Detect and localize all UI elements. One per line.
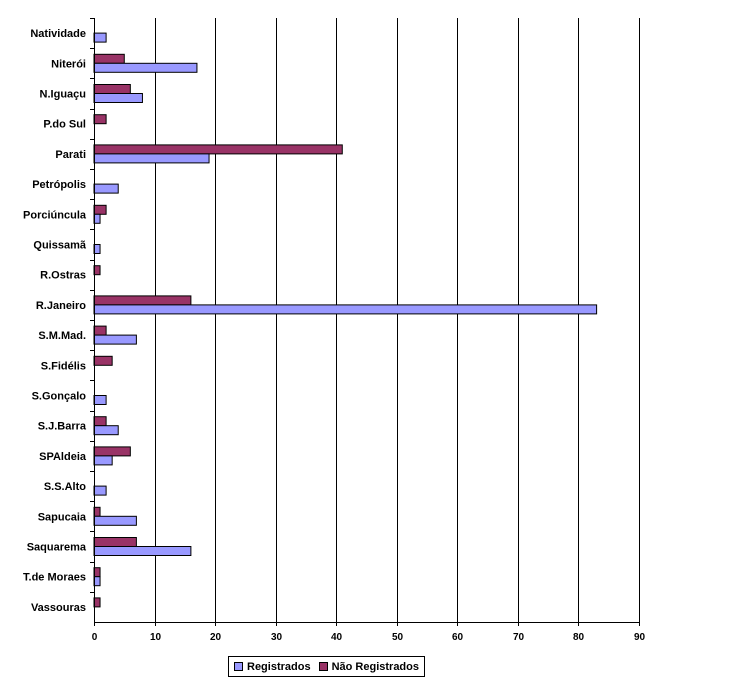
x-tick-label-90: 90 (634, 632, 646, 643)
category-label-8: R.Ostras (40, 270, 86, 282)
bar-registrados-13 (93, 425, 119, 436)
bar-registrados-9 (93, 304, 598, 315)
legend-swatch-nao-registrados (318, 662, 328, 671)
category-label-4: Parati (55, 149, 86, 161)
category-label-12: S.Gonçalo (32, 391, 87, 403)
legend: Registrados Não Registrados (228, 656, 425, 677)
axes (90, 18, 640, 626)
x-tick-label-40: 40 (331, 632, 343, 643)
category-label-18: T.de Moraes (23, 572, 86, 584)
category-label-16: Sapucaia (38, 511, 87, 523)
category-label-6: Porciúncula (23, 209, 87, 221)
category-label-7: Quissamã (33, 240, 86, 252)
bar-registrados-10 (93, 334, 137, 345)
bar-nao-registrados-17 (93, 537, 137, 547)
legend-item-nao-registrados: Não Registrados (318, 660, 419, 673)
bar-registrados-2 (93, 93, 143, 103)
category-label-17: Saquarema (27, 542, 87, 554)
bars (93, 32, 598, 608)
bar-nao-registrados-14 (93, 446, 131, 457)
labels: Natividade Niterói N.Iguaçu P.do Sul Parati P… (23, 28, 645, 643)
category-label-13: S.J.Barra (38, 421, 87, 433)
legend-swatch-registrados (234, 662, 243, 671)
bar-registrados-5 (93, 183, 119, 194)
x-tick-label-20: 20 (210, 632, 222, 643)
legend-label-nao-registrados: Não Registrados (331, 660, 419, 673)
x-tick-label-80: 80 (573, 632, 585, 643)
legend-item-registrados: Registrados (234, 661, 311, 673)
bar-nao-registrados-3 (93, 114, 107, 125)
bar-nao-registrados-1 (93, 53, 125, 64)
bar-registrados-4 (93, 153, 210, 164)
bar-nao-registrados-2 (93, 84, 131, 94)
category-label-15: S.S.Alto (44, 481, 86, 493)
bar-registrados-12 (93, 395, 107, 405)
category-label-1: Niterói (51, 58, 86, 70)
x-tick-label-10: 10 (150, 632, 162, 643)
bar-registrados-17 (93, 546, 192, 556)
bar-registrados-14 (93, 455, 113, 466)
bar-registrados-16 (93, 515, 137, 526)
x-tick-label-0: 0 (92, 632, 98, 643)
category-label-3: P.do Sul (43, 119, 86, 131)
bar-registrados-1 (93, 62, 198, 73)
legend-label-registrados: Registrados (247, 660, 311, 673)
x-tick-label-50: 50 (392, 632, 404, 643)
category-label-10: S.M.Mad. (38, 330, 86, 342)
bar-registrados-15 (93, 485, 107, 496)
category-label-0: Natividade (30, 28, 86, 40)
category-label-9: R.Janeiro (36, 300, 86, 312)
category-label-5: Petrópolis (32, 179, 86, 191)
category-label-14: SPAldeia (39, 451, 87, 463)
gridlines (155, 18, 640, 622)
x-tick-label-60: 60 (452, 632, 464, 643)
bar-nao-registrados-4 (93, 144, 343, 155)
bar-nao-registrados-11 (93, 355, 113, 366)
bar-nao-registrados-10 (93, 325, 107, 336)
category-label-2: N.Iguaçu (40, 89, 86, 101)
x-tick-label-70: 70 (513, 632, 525, 643)
bar-nao-registrados-9 (93, 295, 192, 306)
category-label-19: Vassouras (31, 602, 86, 614)
category-label-11: S.Fidélis (41, 360, 86, 372)
x-tick-label-30: 30 (271, 632, 283, 643)
bar-nao-registrados-13 (93, 416, 107, 427)
bar-registrados-0 (93, 32, 107, 43)
bar-nao-registrados-6 (93, 204, 107, 215)
